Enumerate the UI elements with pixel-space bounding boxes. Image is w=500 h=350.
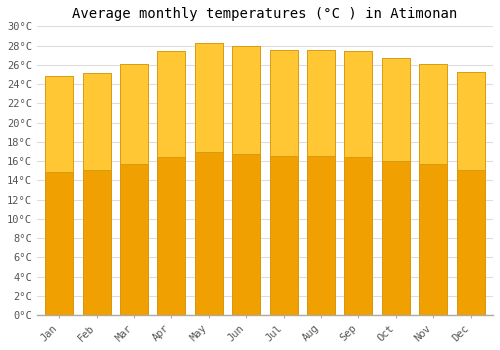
Bar — [270, 156, 297, 315]
Bar — [195, 152, 223, 315]
Bar — [456, 72, 484, 315]
Bar — [158, 51, 186, 157]
Bar — [82, 74, 110, 170]
Bar — [456, 72, 484, 169]
Bar — [307, 50, 335, 156]
Bar — [270, 50, 297, 156]
Bar — [382, 58, 410, 161]
Bar — [307, 156, 335, 315]
Bar — [307, 50, 335, 315]
Bar — [195, 43, 223, 152]
Bar — [45, 172, 74, 315]
Bar — [419, 164, 447, 315]
Bar — [232, 154, 260, 315]
Bar — [232, 47, 260, 154]
Title: Average monthly temperatures (°C ) in Atimonan: Average monthly temperatures (°C ) in At… — [72, 7, 458, 21]
Bar — [120, 64, 148, 164]
Bar — [120, 64, 148, 315]
Bar — [456, 169, 484, 315]
Bar — [344, 157, 372, 315]
Bar — [419, 64, 447, 164]
Bar — [45, 76, 74, 172]
Bar — [382, 58, 410, 315]
Bar — [82, 170, 110, 315]
Bar — [382, 161, 410, 315]
Bar — [158, 157, 186, 315]
Bar — [419, 64, 447, 315]
Bar — [195, 43, 223, 315]
Bar — [344, 51, 372, 157]
Bar — [45, 76, 74, 315]
Bar — [270, 50, 297, 315]
Bar — [158, 51, 186, 315]
Bar — [82, 74, 110, 315]
Bar — [120, 164, 148, 315]
Bar — [344, 51, 372, 315]
Bar — [232, 47, 260, 315]
